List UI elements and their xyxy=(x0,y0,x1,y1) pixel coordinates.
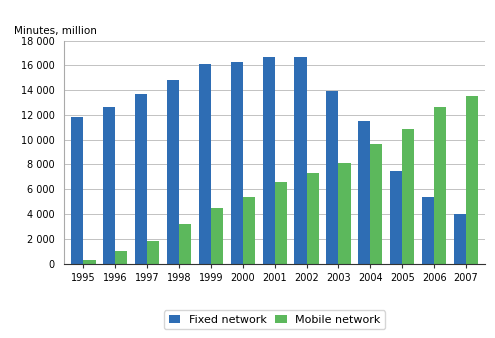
Bar xyxy=(295,57,306,264)
Bar xyxy=(199,64,211,264)
Bar xyxy=(243,197,255,264)
Bar xyxy=(103,107,115,264)
Bar xyxy=(339,163,350,264)
Bar xyxy=(422,197,434,264)
Bar xyxy=(466,96,478,264)
Text: Minutes, million: Minutes, million xyxy=(14,26,97,36)
Bar xyxy=(115,251,128,264)
Bar xyxy=(390,171,402,264)
Bar xyxy=(454,214,466,264)
Bar xyxy=(263,57,275,264)
Bar xyxy=(434,107,446,264)
Bar xyxy=(358,121,370,264)
Bar xyxy=(370,144,383,264)
Bar xyxy=(306,173,319,264)
Bar xyxy=(167,80,179,264)
Legend: Fixed network, Mobile network: Fixed network, Mobile network xyxy=(164,311,385,330)
Bar xyxy=(402,128,414,264)
Bar xyxy=(275,183,287,264)
Bar xyxy=(147,241,159,264)
Bar xyxy=(231,62,243,264)
Bar xyxy=(135,94,147,264)
Bar xyxy=(71,117,84,264)
Bar xyxy=(84,260,96,264)
Bar xyxy=(326,91,339,264)
Bar xyxy=(179,224,191,264)
Bar xyxy=(211,208,223,264)
